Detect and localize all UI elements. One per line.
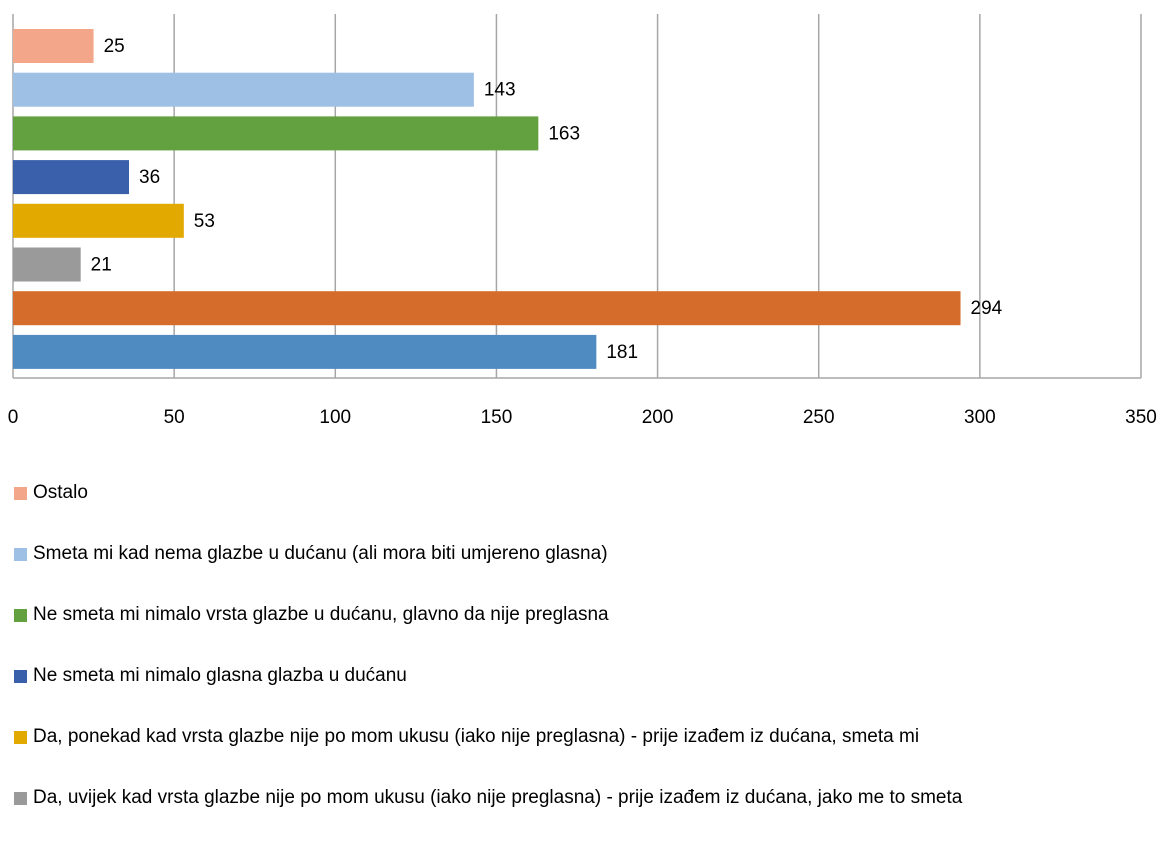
legend-swatch — [14, 548, 27, 561]
chart: 0 50 100 150 200 250 300 350 25 143 163 36 53 21 294 18… — [8, 14, 1157, 428]
data-label: 36 — [139, 167, 160, 188]
legend-item: Da, ponekad kad vrsta glazbe nije po mom… — [14, 722, 1164, 783]
legend-label: Ne smeta mi nimalo vrsta glazbe u dućanu… — [33, 604, 609, 625]
bar — [13, 72, 474, 107]
bar — [13, 160, 130, 195]
data-label: 143 — [484, 80, 516, 101]
legend-label: Ostalo — [33, 482, 88, 503]
legend-label: Smeta mi kad nema glazbe u dućanu (ali m… — [33, 543, 608, 564]
legend-swatch — [14, 609, 27, 622]
x-tick-label: 100 — [319, 407, 351, 428]
bar — [13, 203, 184, 238]
data-label: 294 — [971, 298, 1003, 319]
legend-swatch — [14, 731, 27, 744]
x-tick-label: 350 — [1125, 407, 1157, 428]
legend-label: Da, ponekad kad vrsta glazbe nije po mom… — [33, 726, 920, 747]
legend-item: Ostalo — [14, 478, 1164, 539]
x-tick-label: 50 — [164, 407, 185, 428]
x-tick-label: 0 — [8, 407, 19, 428]
x-tick-label: 200 — [642, 407, 674, 428]
data-label: 53 — [194, 211, 215, 232]
legend-label: Da, uvijek kad vrsta glazbe nije po mom … — [33, 787, 963, 808]
legend-label: Ne smeta mi nimalo glasna glazba u dućan… — [33, 665, 407, 686]
legend-item: Smeta mi kad nema glazbe u dućanu (ali m… — [14, 539, 1164, 600]
x-tick-label: 150 — [481, 407, 513, 428]
legend: Ostalo Smeta mi kad nema glazbe u dućanu … — [14, 478, 1164, 844]
legend-swatch — [14, 792, 27, 805]
data-label: 163 — [548, 123, 580, 144]
bar — [13, 116, 539, 151]
bar — [13, 247, 81, 282]
bar — [13, 334, 597, 369]
legend-item: Ne smeta mi nimalo vrsta glazbe u dućanu… — [14, 600, 1164, 661]
x-tick-label: 250 — [803, 407, 835, 428]
bar — [13, 29, 94, 63]
legend-item: Da, uvijek kad vrsta glazbe nije po mom … — [14, 783, 1164, 844]
x-tick-label: 300 — [964, 407, 996, 428]
data-label: 25 — [104, 36, 125, 57]
data-label: 21 — [91, 255, 112, 276]
bar — [13, 291, 961, 326]
data-label: 181 — [606, 342, 638, 363]
legend-swatch — [14, 487, 27, 500]
legend-item: Ne smeta mi nimalo glasna glazba u dućan… — [14, 661, 1164, 722]
legend-swatch — [14, 670, 27, 683]
